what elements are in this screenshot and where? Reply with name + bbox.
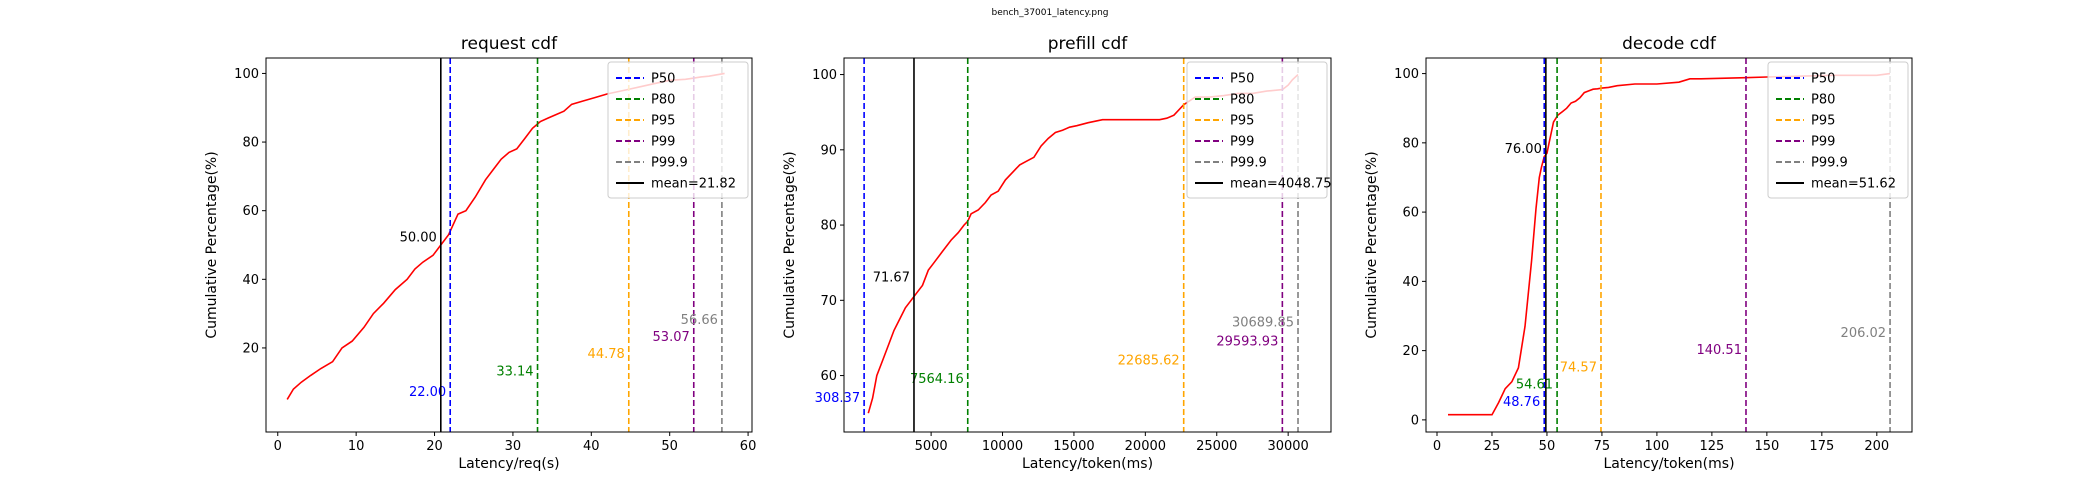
legend-box	[607, 61, 749, 199]
x-tick-label: 60	[740, 439, 757, 454]
x-tick-label: 0	[274, 439, 282, 454]
P99-label: 29593.93	[1216, 334, 1278, 349]
x-axis-label: Latency/req(s)	[458, 456, 559, 472]
P999-label: 56.66	[681, 313, 718, 328]
x-tick-label: 100	[1644, 439, 1669, 454]
P95-label: 44.78	[588, 347, 625, 362]
P99-label: 140.51	[1696, 343, 1742, 358]
mean-label: 76.00	[1505, 142, 1542, 157]
x-tick-label: 30000	[1267, 439, 1308, 454]
y-tick-label: 20	[1402, 344, 1419, 359]
y-axis-label: Cumulative Percentage(%)	[782, 151, 798, 338]
x-tick-label: 75	[1594, 439, 1611, 454]
legend: P50 P80 P95 P99 P99.9 mean=4048.75	[1186, 61, 1332, 199]
x-tick-label: 10000	[982, 439, 1023, 454]
plot-frame	[1425, 57, 1913, 433]
P50-label: 308.37	[815, 391, 861, 406]
chart-panel-3: decode cdf Latency/token(ms) Cumulative Pe…	[1364, 34, 1913, 472]
y-tick-label: 0	[1411, 413, 1419, 428]
x-axis-label: Latency/token(ms)	[1022, 456, 1153, 472]
P80-label: 54.61	[1516, 378, 1553, 393]
y-tick-label: 70	[820, 294, 837, 309]
chart-panel-1: request cdf Latency/req(s) Cumulative Perc…	[204, 34, 756, 472]
x-tick-label: 50	[1539, 439, 1556, 454]
x-tick-label: 20	[426, 439, 443, 454]
P99-label: 53.07	[653, 330, 690, 345]
P95-label: 22685.62	[1118, 353, 1180, 368]
legend-entry: P99.9	[1230, 156, 1267, 171]
y-tick-label: 60	[1402, 206, 1419, 221]
legend-entry: mean=21.82	[651, 177, 736, 192]
P999-label: 206.02	[1841, 326, 1887, 341]
y-tick-label: 90	[820, 143, 837, 158]
legend-entry: P99	[651, 135, 675, 150]
legend-entry: P99.9	[1811, 156, 1848, 171]
mean-label: 71.67	[873, 270, 910, 285]
figure-title: bench_37001_latency.png	[991, 8, 1109, 18]
legend-entry: P99	[1230, 135, 1254, 150]
legend-entry: P99	[1811, 135, 1835, 150]
y-tick-label: 40	[1402, 275, 1419, 290]
y-tick-label: 80	[820, 219, 837, 234]
y-axis-label: Cumulative Percentage(%)	[1364, 151, 1380, 338]
x-tick-label: 25	[1484, 439, 1501, 454]
legend-box	[1186, 61, 1328, 199]
y-tick-label: 80	[1402, 136, 1419, 151]
x-tick-label: 30	[505, 439, 522, 454]
legend-entry: P80	[1230, 93, 1254, 108]
y-tick-label: 20	[242, 341, 259, 356]
mean-label: 50.00	[400, 231, 437, 246]
y-tick-label: 80	[242, 136, 259, 151]
legend-entry: P50	[651, 72, 675, 87]
chart-panel-2: prefill cdf Latency/token(ms) Cumulative P…	[782, 34, 1332, 472]
y-tick-label: 100	[234, 67, 259, 82]
legend-entry: P95	[1230, 114, 1254, 129]
x-axis-label: Latency/token(ms)	[1603, 456, 1734, 472]
legend-entry: P80	[1811, 93, 1835, 108]
legend-entry: P50	[1230, 72, 1254, 87]
P999-label: 30689.85	[1232, 316, 1294, 331]
y-axis-label: Cumulative Percentage(%)	[204, 151, 220, 338]
chart-title: decode cdf	[1622, 34, 1717, 54]
chart-title: request cdf	[461, 34, 558, 54]
chart-title: prefill cdf	[1048, 34, 1129, 54]
x-tick-label: 0	[1433, 439, 1441, 454]
x-tick-label: 25000	[1196, 439, 1237, 454]
x-tick-label: 175	[1809, 439, 1834, 454]
x-tick-label: 15000	[1053, 439, 1094, 454]
legend: P50 P80 P95 P99 P99.9 mean=21.82	[607, 61, 749, 199]
y-tick-label: 60	[242, 204, 259, 219]
legend-entry: P99.9	[651, 156, 688, 171]
cdf-line	[1448, 72, 1891, 416]
y-tick-label: 100	[1394, 67, 1419, 82]
x-tick-label: 20000	[1125, 439, 1166, 454]
legend-entry: mean=4048.75	[1230, 177, 1332, 192]
x-tick-label: 10	[348, 439, 365, 454]
legend-entry: P95	[651, 114, 675, 129]
legend-entry: P95	[1811, 114, 1835, 129]
legend-entry: P50	[1811, 72, 1835, 87]
y-tick-label: 60	[820, 369, 837, 384]
x-tick-label: 200	[1864, 439, 1889, 454]
y-tick-label: 40	[242, 273, 259, 288]
P80-label: 33.14	[496, 364, 533, 379]
legend-entry: P80	[651, 93, 675, 108]
P95-label: 74.57	[1560, 360, 1597, 375]
x-tick-label: 125	[1699, 439, 1724, 454]
P50-label: 48.76	[1503, 395, 1540, 410]
P80-label: 7564.16	[910, 372, 964, 387]
legend-box	[1767, 61, 1909, 199]
x-tick-label: 5000	[915, 439, 948, 454]
plot-frame	[265, 57, 753, 433]
x-tick-label: 150	[1754, 439, 1779, 454]
legend: P50 P80 P95 P99 P99.9 mean=51.62	[1767, 61, 1909, 199]
x-tick-label: 50	[661, 439, 678, 454]
y-tick-label: 100	[812, 68, 837, 83]
x-tick-label: 40	[583, 439, 600, 454]
plot-frame	[843, 57, 1332, 433]
P50-label: 22.00	[409, 385, 446, 400]
legend-entry: mean=51.62	[1811, 177, 1896, 192]
